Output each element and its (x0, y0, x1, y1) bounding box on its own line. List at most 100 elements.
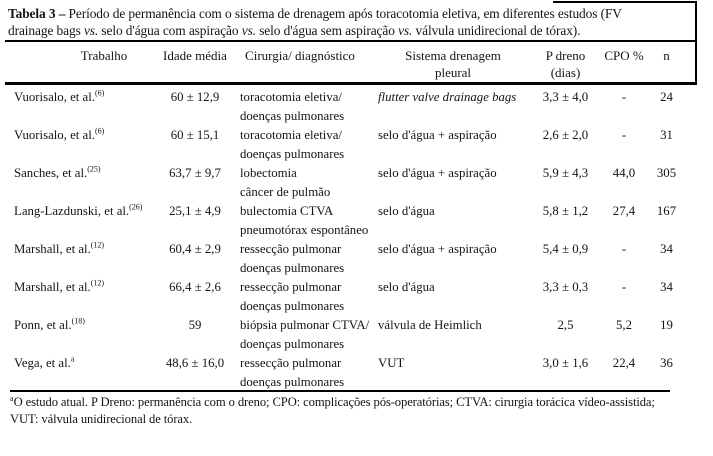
cell-cirurgia: ressecção pulmonar doenças pulmonares (240, 240, 378, 278)
column-header-cirurgia-diagnostico: Cirurgia/ diagnóstico (245, 48, 355, 63)
table-body: Vuorisalo, et al.(6) 60 ± 12,9 toracotom… (8, 88, 688, 392)
footnote: aO estudo atual. P Dreno: permanência co… (10, 394, 705, 428)
cell-study: Marshall, et al.(12) (8, 240, 150, 278)
cell-p-dreno: 3,3 ± 4,0 (542, 90, 589, 104)
cell-cpo: - (621, 242, 627, 256)
cell-n: 305 (656, 166, 677, 180)
cirurgia-line1: toracotomia eletiva/ (240, 128, 342, 142)
cirurgia-line1: ressecção pulmonar (240, 242, 342, 256)
cell-sistema-drenagem: flutter valve drainage bags (378, 90, 517, 104)
scan-border-right (695, 1, 697, 85)
divider-under-header (5, 82, 697, 85)
caption-line2-a: drainage bags (8, 22, 84, 38)
cell-sistema-drenagem: selo d'água + aspiração (378, 242, 497, 256)
caption-line2-b: selo d'água com aspiração (98, 22, 242, 38)
caption-line1: Período de permanência com o sistema de … (65, 6, 622, 21)
cell-study: Lang-Lazdunski, et al.(26) (8, 202, 150, 240)
study-name: Vuorisalo, et al. (14, 90, 95, 104)
reference-superscript: (12) (90, 278, 105, 288)
cell-idade-media: 63,7 ± 9,7 (169, 166, 221, 180)
column-header-sistema-line2: pleural (434, 65, 472, 80)
cell-p-dreno: 5,9 ± 4,3 (542, 166, 589, 180)
cirurgia-line2: pneumotórax espontâneo (240, 223, 369, 237)
cirurgia-line1: ressecção pulmonar (240, 280, 342, 294)
column-header-trabalho: Trabalho (80, 48, 128, 63)
cirurgia-line2: doenças pulmonares (240, 147, 345, 161)
cell-study: Sanches, et al.(25) (8, 164, 150, 202)
column-header-idade-media: Idade média (163, 48, 227, 63)
cell-idade-media: 60,4 ± 2,9 (169, 242, 221, 256)
cell-p-dreno: 5,4 ± 0,9 (542, 242, 589, 256)
cell-p-dreno: 3,3 ± 0,3 (542, 280, 589, 294)
study-name: Marshall, et al. (14, 242, 91, 256)
reference-superscript: a (70, 354, 75, 364)
caption-vs-3: vs. (398, 22, 413, 38)
cell-idade-media: 60 ± 12,9 (170, 90, 220, 104)
cirurgia-line1: biópsia pulmonar CTVA/ (240, 318, 370, 332)
cell-n: 34 (660, 280, 673, 294)
column-header-p-dreno: P dreno (dias) (528, 47, 603, 81)
reference-superscript: (12) (90, 240, 105, 250)
cell-sistema-drenagem: selo d'água (378, 204, 435, 218)
cell-cpo: - (621, 280, 627, 294)
cell-cpo: - (621, 128, 627, 142)
column-header-n: n (663, 48, 670, 63)
caption-vs-1: vs. (83, 22, 99, 38)
cell-study: Vuorisalo, et al.(6) (8, 88, 150, 126)
cell-cpo: - (621, 90, 627, 104)
cell-n: 19 (660, 318, 673, 332)
cell-idade-media: 25,1 ± 4,9 (169, 204, 221, 218)
divider-above-footnote (10, 390, 670, 392)
cell-cirurgia: lobectomia câncer de pulmão (240, 164, 378, 202)
cell-cirurgia: ressecção pulmonar doenças pulmonares (240, 278, 378, 316)
reference-superscript: (6) (94, 88, 105, 98)
cell-study: Ponn, et al.(18) (8, 316, 150, 354)
study-name: Vega, et al. (14, 356, 71, 370)
study-name: Marshall, et al. (14, 280, 91, 294)
cell-cirurgia: biópsia pulmonar CTVA/ doenças pulmonare… (240, 316, 378, 354)
cell-study: Vega, et al.a (8, 354, 150, 392)
column-header-p-dreno-line2: (dias) (550, 65, 581, 80)
footnote-superscript: a (10, 393, 14, 403)
cell-sistema-drenagem: VUT (378, 356, 405, 370)
cell-study: Vuorisalo, et al.(6) (8, 126, 150, 164)
cirurgia-line2: doenças pulmonares (240, 261, 345, 275)
study-name: Lang-Lazdunski, et al. (14, 204, 130, 218)
table-caption: Tabela 3 – Período de permanência com o … (8, 6, 705, 39)
divider-under-caption (5, 40, 697, 42)
study-name: Ponn, et al. (14, 318, 72, 332)
cirurgia-line2: doenças pulmonares (240, 109, 345, 123)
footnote-line1: O estudo atual. P Dreno: permanência com… (13, 395, 655, 409)
cell-sistema-drenagem: válvula de Heimlich (378, 318, 482, 332)
cell-p-dreno: 2,5 (557, 318, 574, 332)
cirurgia-line1: bulectomia CTVA (240, 204, 334, 218)
table-row: Marshall, et al.(12) 60,4 ± 2,9 ressecçã… (8, 240, 688, 278)
caption-vs-2: vs. (241, 22, 256, 38)
column-header-sistema-line1: Sistema drenagem (405, 48, 501, 63)
cirurgia-line1: lobectomia (240, 166, 297, 180)
table-row: Sanches, et al.(25) 63,7 ± 9,7 lobectomi… (8, 164, 688, 202)
cell-sistema-drenagem: selo d'água + aspiração (378, 166, 497, 180)
cell-cirurgia: bulectomia CTVA pneumotórax espontâneo (240, 202, 378, 240)
table-row: Ponn, et al.(18) 59 biópsia pulmonar CTV… (8, 316, 688, 354)
cell-cpo: 44,0 (612, 166, 636, 180)
study-name: Vuorisalo, et al. (14, 128, 95, 142)
cell-sistema-drenagem: selo d'água + aspiração (378, 128, 497, 142)
footnote-line2: VUT: válvula unidirecional de tórax. (10, 412, 193, 426)
table-row: Vuorisalo, et al.(6) 60 ± 12,9 toracotom… (8, 88, 688, 126)
cirurgia-line1: toracotomia eletiva/ (240, 90, 342, 104)
cell-n: 24 (660, 90, 673, 104)
cirurgia-line1: ressecção pulmonar (240, 356, 342, 370)
table-row: Vega, et al.a 48,6 ± 16,0 ressecção pulm… (8, 354, 688, 392)
table-label: Tabela 3 – (8, 6, 66, 21)
cell-study: Marshall, et al.(12) (8, 278, 150, 316)
cell-n: 36 (660, 356, 673, 370)
cell-cpo: 22,4 (612, 356, 636, 370)
cell-n: 34 (660, 242, 673, 256)
table-header-row: Trabalho Idade média Cirurgia/ diagnósti… (8, 47, 688, 81)
reference-superscript: (18) (71, 316, 85, 326)
reference-superscript: (6) (94, 126, 105, 136)
cell-idade-media: 60 ± 15,1 (170, 128, 220, 142)
cell-idade-media: 59 (188, 318, 202, 332)
cirurgia-line2: doenças pulmonares (240, 375, 345, 389)
